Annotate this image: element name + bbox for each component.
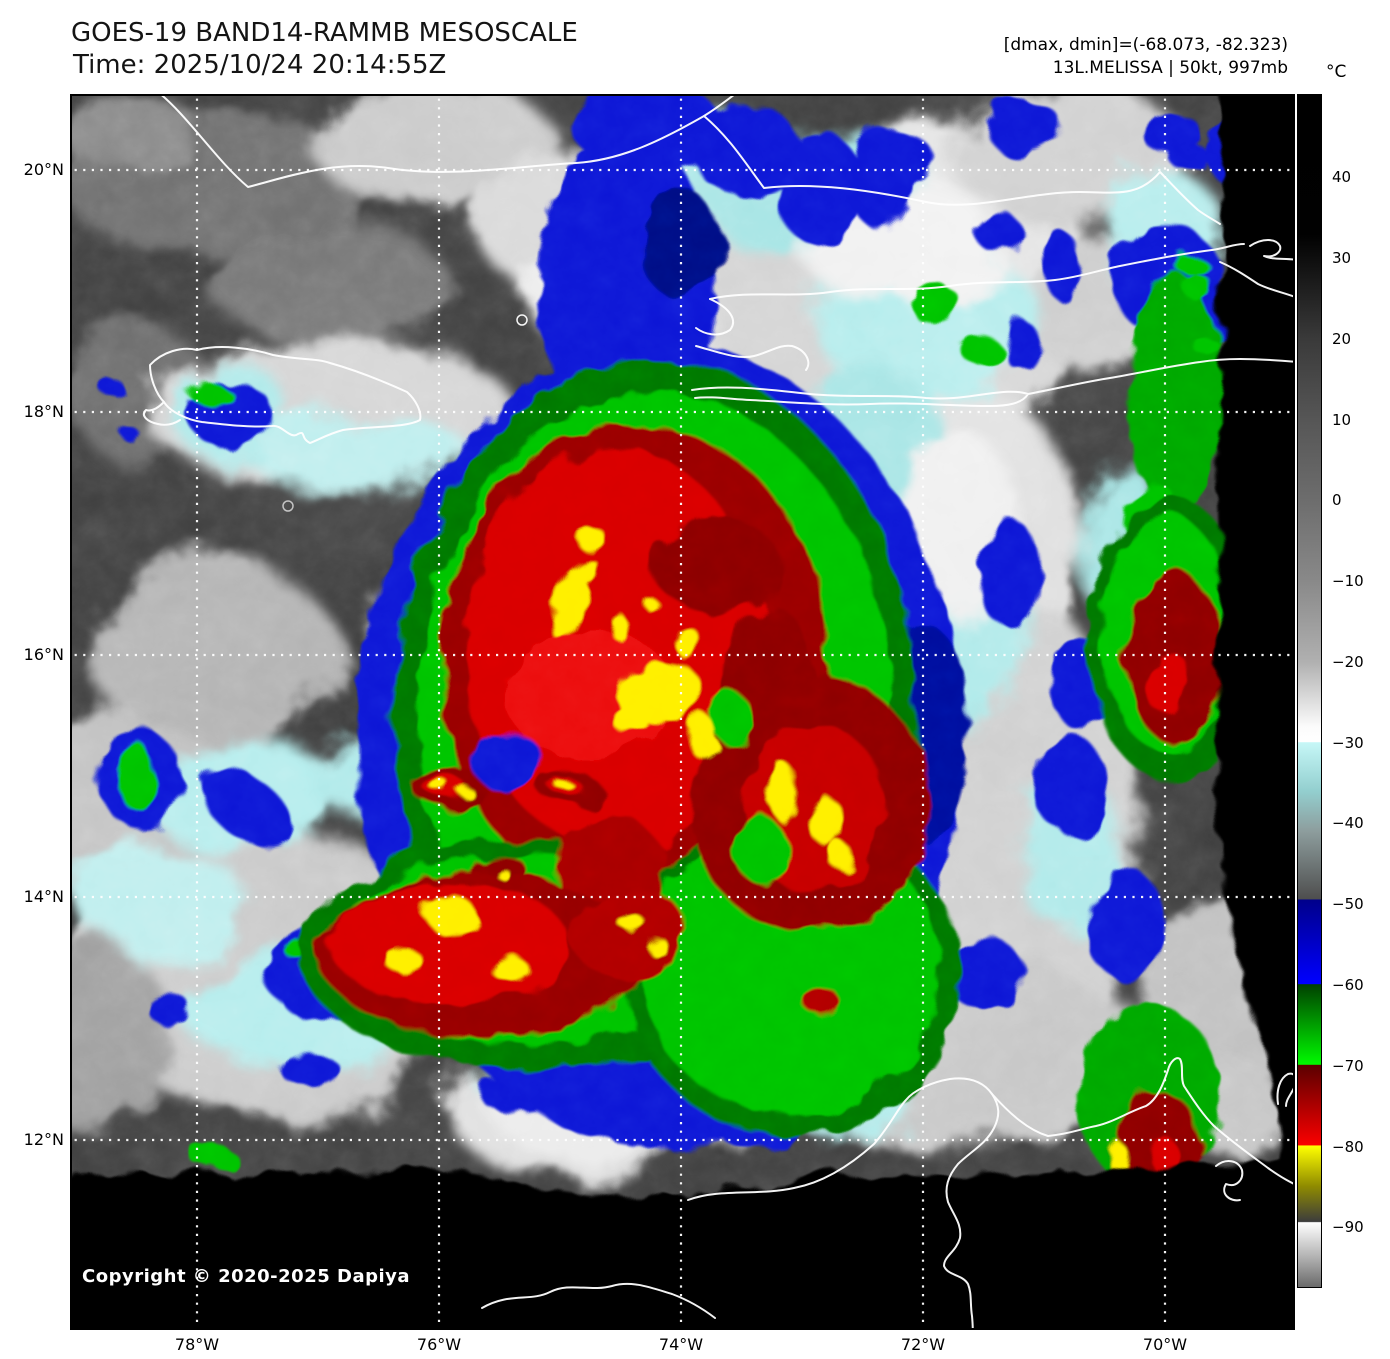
colorbar-tick-label: −40: [1332, 814, 1364, 833]
latitude-tick-label: 14°N: [23, 887, 64, 906]
hispaniola-coastline: [709, 243, 1245, 300]
coastlines: [142, 94, 1295, 1330]
colorbar-tick-label: 20: [1332, 329, 1352, 348]
longitude-tick-label: 70°W: [1142, 1335, 1188, 1354]
product-time: Time: 2025/10/24 20:14:55Z: [73, 50, 447, 80]
graticule: [70, 94, 1295, 1330]
cuba-coastline: [158, 94, 737, 188]
latitude-tick-label: 18°N: [23, 402, 64, 421]
latitude-tick-label: 20°N: [23, 160, 64, 179]
colorbar-tick-label: 40: [1332, 168, 1352, 187]
colorbar: [1297, 94, 1322, 1288]
map-border: [70, 94, 1295, 1330]
pixel-texture: [70, 94, 1295, 1330]
colorbar-tick-label: −20: [1332, 652, 1364, 671]
product-title: GOES-19 BAND14-RAMMB MESOSCALE: [71, 18, 578, 48]
header-right: [dmax, dmin]=(-68.073, -82.323) 13L.MELI…: [1004, 34, 1288, 80]
colorbar-tick-label: −60: [1332, 976, 1364, 995]
colorbar-gradient: [1298, 95, 1321, 1287]
colorbar-tick-label: −70: [1332, 1056, 1364, 1075]
latitude-tick-label: 16°N: [23, 645, 64, 664]
storm-status: 13L.MELISSA | 50kt, 997mb: [1052, 58, 1288, 78]
dmax-dmin-readout: [dmax, dmin]=(-68.073, -82.323): [1003, 35, 1288, 55]
south-america-coastline: [481, 1282, 716, 1319]
longitude-tick-label: 76°W: [416, 1335, 462, 1354]
latitude-tick-label: 12°N: [23, 1130, 64, 1149]
colorbar-tick-label: −80: [1332, 1137, 1364, 1156]
cayman-island-outline: [516, 314, 528, 326]
copyright-text: Copyright © 2020-2025 Dapiya: [82, 1266, 411, 1287]
longitude-tick-label: 74°W: [658, 1335, 704, 1354]
longitude-tick-label: 78°W: [174, 1335, 220, 1354]
colorbar-tick-label: −90: [1332, 1218, 1364, 1237]
longitude-tick-label: 72°W: [900, 1335, 946, 1354]
satellite-image: [70, 94, 1295, 1330]
colorbar-tick-label: 10: [1332, 410, 1352, 429]
colorbar-tick-label: −50: [1332, 895, 1364, 914]
no-data-regions: [70, 94, 1295, 1330]
jamaica-coastline: [149, 346, 422, 444]
colorbar-tick-label: −30: [1332, 733, 1364, 752]
colorbar-tick-label: −10: [1332, 572, 1364, 591]
satellite-map: [70, 94, 1295, 1330]
colorbar-tick-label: 0: [1332, 491, 1342, 510]
colorbar-unit-label: °C: [1326, 62, 1347, 82]
colorbar-tick-label: 30: [1332, 248, 1352, 267]
